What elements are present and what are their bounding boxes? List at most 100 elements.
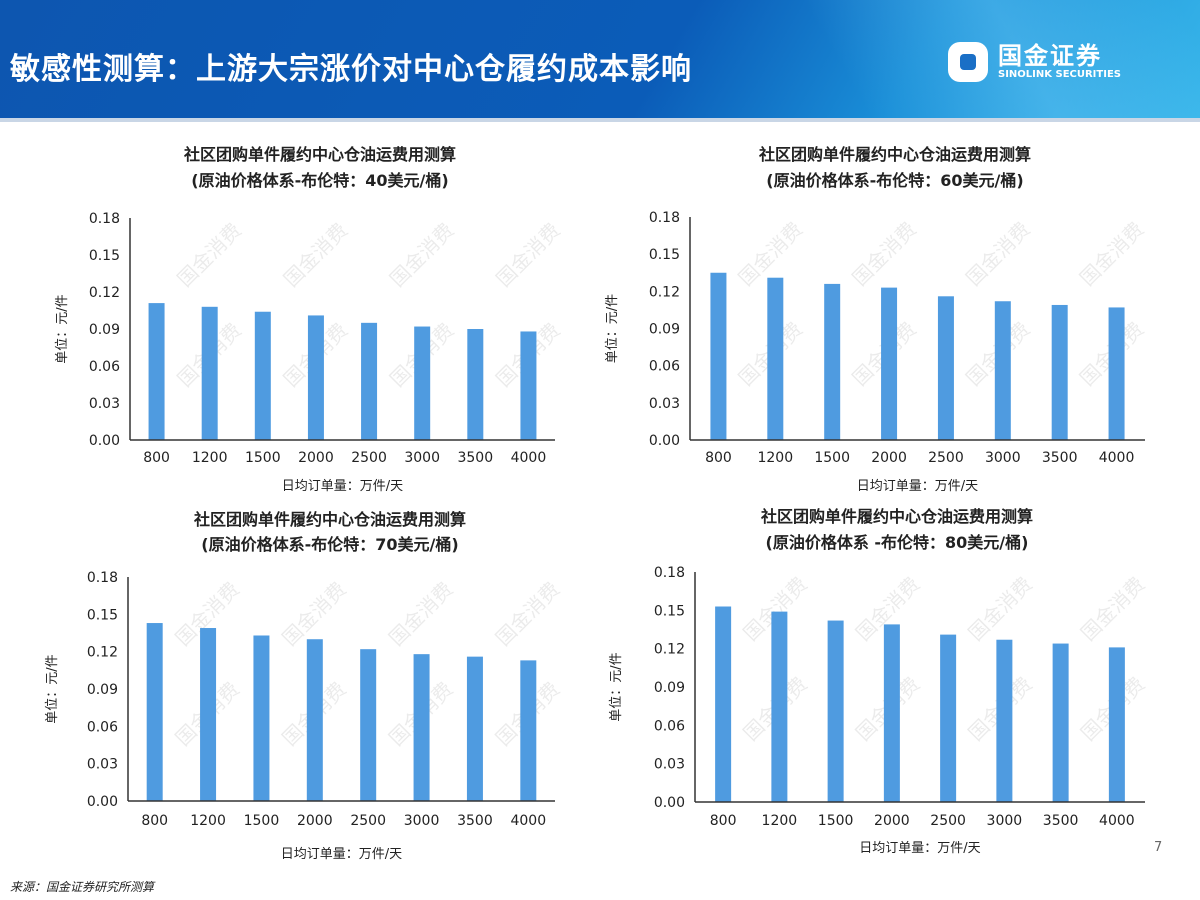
y-tick-label: 0.18 bbox=[89, 211, 120, 227]
chart-subtitle: (原油价格体系-布伦特：70美元/桶) bbox=[201, 535, 458, 554]
x-tick-label: 4000 bbox=[510, 813, 546, 829]
bar bbox=[881, 287, 898, 440]
bar bbox=[414, 326, 431, 440]
y-tick-label: 0.06 bbox=[87, 719, 118, 735]
y-axis-label: 单位：元/件 bbox=[55, 294, 70, 363]
bar bbox=[827, 620, 844, 802]
bar bbox=[466, 656, 483, 801]
x-tick-label: 3000 bbox=[404, 450, 440, 466]
x-axis-label: 日均订单量：万件/天 bbox=[859, 841, 980, 856]
x-tick-label: 3000 bbox=[985, 450, 1021, 466]
watermark: 国金消费 bbox=[961, 217, 1035, 291]
bar bbox=[307, 315, 324, 440]
y-axis-label: 单位：元/件 bbox=[45, 654, 60, 723]
bar bbox=[1052, 643, 1069, 802]
bar bbox=[767, 277, 784, 440]
bar bbox=[413, 654, 430, 801]
chart-subtitle: (原油价格体系 -布伦特：80美元/桶) bbox=[766, 533, 1029, 552]
y-tick-label: 0.15 bbox=[654, 603, 685, 619]
x-axis-label: 日均订单量：万件/天 bbox=[282, 479, 403, 494]
y-tick-label: 0.15 bbox=[89, 248, 120, 264]
watermark: 国金消费 bbox=[173, 218, 247, 292]
watermark: 国金消费 bbox=[279, 218, 353, 292]
x-tick-label: 3500 bbox=[457, 450, 493, 466]
x-tick-label: 4000 bbox=[511, 450, 547, 466]
x-tick-label: 2500 bbox=[350, 813, 386, 829]
x-tick-label: 2000 bbox=[874, 813, 910, 829]
watermark: 国金消费 bbox=[1075, 217, 1149, 291]
bar bbox=[361, 322, 378, 440]
x-tick-label: 3500 bbox=[1043, 813, 1079, 829]
y-tick-label: 0.00 bbox=[654, 795, 685, 811]
y-tick-label: 0.00 bbox=[87, 794, 118, 810]
x-tick-label: 2000 bbox=[297, 813, 333, 829]
x-tick-label: 2500 bbox=[928, 450, 964, 466]
x-tick-label: 4000 bbox=[1099, 450, 1135, 466]
x-tick-label: 1500 bbox=[244, 813, 280, 829]
x-tick-label: 1200 bbox=[190, 813, 226, 829]
bar bbox=[940, 634, 957, 802]
y-tick-label: 0.09 bbox=[654, 680, 685, 696]
bar bbox=[883, 624, 900, 802]
bar bbox=[467, 329, 484, 440]
x-tick-label: 800 bbox=[141, 813, 168, 829]
y-tick-label: 0.12 bbox=[654, 642, 685, 658]
x-axis-label: 日均订单量：万件/天 bbox=[857, 479, 978, 494]
x-tick-label: 3000 bbox=[987, 813, 1023, 829]
chart-subtitle: (原油价格体系-布伦特：40美元/桶) bbox=[191, 171, 448, 190]
x-tick-label: 2500 bbox=[930, 813, 966, 829]
x-tick-label: 800 bbox=[705, 450, 732, 466]
chart-title: 社区团购单件履约中心仓油运费用测算 bbox=[758, 145, 1031, 164]
bar bbox=[520, 331, 537, 440]
bar bbox=[1108, 307, 1125, 440]
y-tick-label: 0.18 bbox=[649, 210, 680, 226]
y-tick-label: 0.00 bbox=[89, 433, 120, 449]
logo: 国金证券 SINOLINK SECURITIES bbox=[948, 42, 1121, 82]
x-axis-label: 日均订单量：万件/天 bbox=[281, 847, 402, 862]
page-title: 敏感性测算：上游大宗涨价对中心仓履约成本影响 bbox=[10, 52, 692, 87]
watermark: 国金消费 bbox=[384, 577, 458, 651]
bar bbox=[937, 296, 954, 440]
x-tick-label: 1500 bbox=[814, 450, 850, 466]
x-tick-label: 3500 bbox=[1042, 450, 1078, 466]
chart-subtitle: (原油价格体系-布伦特：60美元/桶) bbox=[766, 171, 1023, 190]
bar bbox=[771, 611, 788, 802]
x-tick-label: 1200 bbox=[192, 450, 228, 466]
bar bbox=[710, 272, 727, 440]
header-decoration bbox=[780, 0, 1200, 122]
x-tick-label: 2500 bbox=[351, 450, 387, 466]
y-tick-label: 0.06 bbox=[89, 359, 120, 375]
bar bbox=[520, 660, 537, 801]
logo-icon bbox=[948, 42, 988, 82]
y-tick-label: 0.18 bbox=[654, 565, 685, 581]
y-tick-label: 0.18 bbox=[87, 570, 118, 586]
x-tick-label: 3500 bbox=[457, 813, 493, 829]
y-tick-label: 0.00 bbox=[649, 433, 680, 449]
chart-title: 社区团购单件履约中心仓油运费用测算 bbox=[183, 145, 456, 164]
x-tick-label: 1200 bbox=[757, 450, 793, 466]
watermark: 国金消费 bbox=[491, 577, 565, 651]
bar bbox=[148, 303, 165, 440]
chart-title: 社区团购单件履约中心仓油运费用测算 bbox=[760, 507, 1033, 526]
page-number: 7 bbox=[1154, 840, 1163, 855]
y-axis-label: 单位：元/件 bbox=[605, 294, 620, 363]
x-tick-label: 1500 bbox=[245, 450, 281, 466]
y-tick-label: 0.15 bbox=[87, 607, 118, 623]
bar bbox=[360, 649, 377, 801]
header-divider bbox=[0, 118, 1200, 122]
y-tick-label: 0.12 bbox=[649, 284, 680, 300]
watermark: 国金消费 bbox=[847, 217, 921, 291]
source-note: 来源：国金证券研究所测算 bbox=[10, 880, 155, 894]
y-tick-label: 0.03 bbox=[89, 396, 120, 412]
watermark: 国金消费 bbox=[491, 218, 565, 292]
watermark: 国金消费 bbox=[963, 572, 1037, 646]
y-tick-label: 0.06 bbox=[649, 359, 680, 375]
bar bbox=[254, 311, 271, 440]
bar bbox=[1051, 304, 1068, 440]
y-tick-label: 0.12 bbox=[89, 285, 120, 301]
watermark: 国金消费 bbox=[1076, 572, 1150, 646]
y-tick-label: 0.12 bbox=[87, 645, 118, 661]
x-tick-label: 3000 bbox=[404, 813, 440, 829]
y-tick-label: 0.09 bbox=[87, 682, 118, 698]
